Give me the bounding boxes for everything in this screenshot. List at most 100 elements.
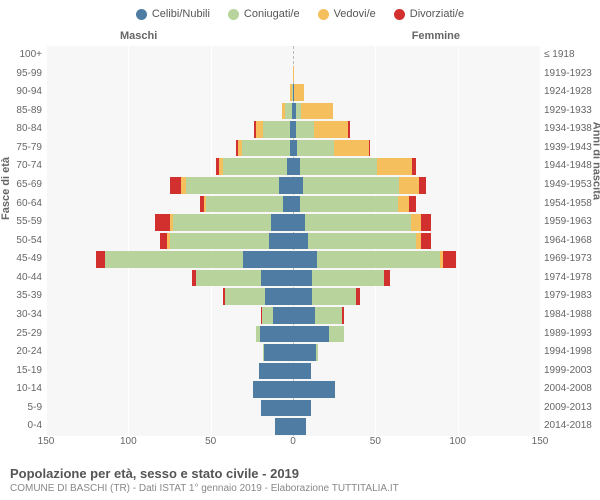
bar-female (293, 47, 296, 64)
bar-segment (260, 326, 293, 343)
bar-segment (96, 251, 105, 268)
bar-female (293, 66, 306, 83)
bar-segment (170, 177, 182, 194)
age-label: 40-44 (4, 269, 46, 288)
bar-female (293, 307, 405, 324)
population-pyramid: Celibi/NubiliConiugati/eVedovi/eDivorzia… (0, 0, 600, 500)
age-label: 55-59 (4, 213, 46, 232)
age-label: 75-79 (4, 139, 46, 158)
bar-female (293, 140, 431, 157)
age-label: 5-9 (4, 399, 46, 418)
bar-male (194, 121, 293, 138)
legend-label: Divorziati/e (410, 8, 464, 20)
legend-label: Celibi/Nubili (152, 8, 210, 20)
birth-label: 1989-1993 (540, 325, 596, 344)
legend-label: Coniugati/e (244, 8, 300, 20)
bar-segment (312, 288, 357, 305)
bar-segment (196, 270, 261, 287)
bar-segment (223, 158, 288, 175)
bar-female (293, 196, 468, 213)
age-row: 100+≤ 1918 (46, 46, 540, 65)
bar-segment (384, 270, 390, 287)
bar-male (194, 381, 293, 398)
age-row: 55-591959-1963 (46, 213, 540, 232)
legend-swatch (394, 9, 405, 20)
legend: Celibi/NubiliConiugati/eVedovi/eDivorzia… (0, 0, 600, 24)
bar-segment (253, 381, 293, 398)
bar-male (118, 177, 293, 194)
bar-segment (294, 84, 304, 101)
age-label: 35-39 (4, 287, 46, 306)
age-row: 15-191999-2003 (46, 362, 540, 381)
bar-segment (303, 177, 400, 194)
bar-segment (293, 326, 329, 343)
bar-segment (293, 177, 303, 194)
bar-female (293, 158, 468, 175)
bar-segment (283, 196, 293, 213)
bar-segment (293, 196, 300, 213)
bar-segment (293, 307, 315, 324)
plot-area: 100+≤ 191895-991919-192390-941924-192885… (46, 46, 540, 436)
bar-female (293, 288, 421, 305)
bar-segment (356, 288, 359, 305)
bar-segment (105, 251, 243, 268)
birth-label: 1974-1978 (540, 269, 596, 288)
bar-segment (297, 140, 334, 157)
bar-segment (369, 140, 371, 157)
birth-label: 1944-1948 (540, 157, 596, 176)
age-row: 65-691949-1953 (46, 176, 540, 195)
bar-segment (293, 418, 306, 435)
bar-male (161, 288, 293, 305)
age-row: 85-891929-1933 (46, 102, 540, 121)
x-tick: 50 (370, 436, 381, 447)
age-row: 80-841934-1938 (46, 120, 540, 139)
bar-segment (256, 121, 263, 138)
bar-segment (411, 214, 421, 231)
bar-segment (419, 177, 426, 194)
bar-segment (293, 344, 316, 361)
bar-segment (242, 140, 289, 157)
legend-item: Coniugati/e (228, 8, 300, 20)
bar-segment (262, 307, 273, 324)
age-row: 0-42014-2018 (46, 417, 540, 436)
legend-swatch (318, 9, 329, 20)
bar-male (112, 233, 293, 250)
bar-female (293, 251, 494, 268)
birth-label: ≤ 1918 (540, 46, 596, 65)
bar-segment (293, 66, 294, 83)
bar-male (204, 400, 293, 417)
bar-segment (293, 158, 300, 175)
age-row: 45-491969-1973 (46, 250, 540, 269)
x-tick: 100 (449, 436, 466, 447)
bar-male (174, 140, 293, 157)
birth-label: 1979-1983 (540, 287, 596, 306)
bar-segment (225, 288, 265, 305)
bar-male (198, 326, 294, 343)
bar-male (109, 214, 293, 231)
birth-label: 1919-1923 (540, 65, 596, 84)
bar-female (293, 84, 346, 101)
bar-segment (300, 196, 398, 213)
legend-swatch (228, 9, 239, 20)
bar-segment (293, 270, 312, 287)
age-label: 95-99 (4, 65, 46, 84)
bar-segment (186, 177, 279, 194)
bar-female (293, 233, 477, 250)
age-row: 90-941924-1928 (46, 83, 540, 102)
bar-segment (293, 363, 311, 380)
age-label: 65-69 (4, 176, 46, 195)
age-row: 10-142004-2008 (46, 380, 540, 399)
birth-label: 1959-1963 (540, 213, 596, 232)
bar-segment (421, 214, 431, 231)
birth-label: 2004-2008 (540, 380, 596, 399)
bar-female (293, 344, 372, 361)
column-header-female: Femmine (412, 30, 460, 42)
age-label: 80-84 (4, 120, 46, 139)
bar-segment (293, 233, 308, 250)
birth-label: 1994-1998 (540, 343, 596, 362)
bar-segment (301, 103, 333, 120)
age-label: 30-34 (4, 306, 46, 325)
bar-male (267, 84, 293, 101)
birth-label: 1984-1988 (540, 306, 596, 325)
age-label: 0-4 (4, 417, 46, 436)
